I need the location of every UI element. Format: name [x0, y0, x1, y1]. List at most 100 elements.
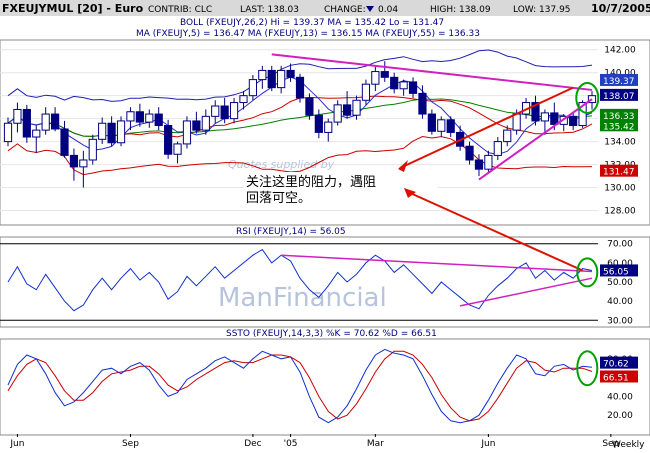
rsi-tick-label: 40.00: [607, 297, 633, 307]
rsi-series: [7, 248, 593, 312]
header-contrib: CONTRIB: CLC: [148, 5, 212, 15]
watermark-caption: Quotes supplied by: [228, 158, 335, 171]
header-low: LOW: 137.95: [513, 5, 571, 15]
candle-body: [484, 154, 493, 170]
candle-body: [427, 113, 436, 132]
candle-body: [98, 122, 107, 140]
resistance-trendline: [271, 53, 593, 91]
candle-body: [211, 105, 220, 117]
rsi-panel: [0, 236, 650, 328]
rsi-support-trendline: [459, 277, 593, 307]
candle-body: [512, 113, 521, 131]
rsi-axis: 30.00 40.00 50.00 60.00 70.00: [607, 240, 633, 327]
candle-body: [324, 121, 333, 133]
ssto-badge-bg: [600, 356, 638, 369]
ssto-tick-label: 40.00: [607, 392, 633, 402]
header-bar: [0, 0, 650, 16]
candle-body: [305, 97, 314, 116]
candle-body: [446, 119, 455, 133]
candle-body: [32, 129, 41, 138]
candle-body: [371, 71, 380, 85]
arrow-from-rsi: [407, 191, 583, 272]
candle-body: [126, 111, 135, 122]
watermark-top-text: Quotes supplied by: [228, 158, 335, 171]
period-label: Weekly: [612, 440, 645, 450]
candle-body: [333, 104, 342, 123]
rsi-line: [7, 248, 593, 312]
time-tick-label: Jun: [9, 439, 24, 449]
rsi-reference-lines: [0, 243, 598, 321]
candle-body: [503, 129, 512, 143]
rsi-badge-label: 56.05: [603, 267, 629, 277]
candle-body: [164, 125, 173, 155]
bollinger-lower-line: [7, 135, 593, 176]
candle-body: [229, 102, 239, 120]
ma-legend: MA (FXEUJY,5) = 136.47 MA (FXEUJY,13) = …: [136, 29, 480, 39]
change-down-icon: [366, 6, 374, 12]
header-date: 10/7/2005: [591, 2, 650, 15]
candle-body: [408, 81, 418, 94]
price-bars: [3, 61, 597, 188]
arrowhead-rsi: [404, 188, 416, 198]
candle-body: [578, 102, 587, 127]
candle-body: [201, 115, 210, 131]
candle-body: [540, 112, 550, 122]
candle-body: [22, 108, 31, 138]
price-tick-label: 130.00: [604, 184, 636, 194]
candle-body: [116, 120, 126, 144]
watermark-brand: ManFinancial: [218, 283, 387, 313]
rsi-trendlines: [281, 254, 593, 307]
rsi-highlight-circle: [576, 257, 599, 288]
time-tick-label: Sep: [602, 439, 619, 449]
ssto-badge-label: 70.62: [603, 360, 629, 370]
arrow-to-price: [399, 86, 574, 169]
ssto-value-badges: 70.62 66.51: [600, 356, 638, 383]
candle-body: [493, 141, 502, 156]
candle-body: [267, 69, 276, 89]
candle-body: [192, 120, 201, 131]
price-badge-bg: [600, 73, 638, 86]
candle-body: [286, 69, 295, 78]
candle-body: [295, 76, 305, 99]
support-trendline: [478, 98, 593, 181]
rsi-tick-label: 50.00: [607, 278, 633, 288]
ssto-k-line: [7, 348, 593, 424]
ssto-d-line: [7, 350, 593, 422]
rsi-tick-label: 70.00: [607, 240, 633, 250]
candle-body: [248, 79, 258, 97]
time-tick-label: Jun: [480, 439, 495, 449]
candle-body: [277, 69, 286, 89]
rsi-tick-label: 60.00: [607, 259, 633, 269]
candle-body: [569, 115, 578, 127]
ssto-tick-label: 20.00: [607, 411, 633, 421]
price-badge-bg: [600, 88, 638, 101]
price-badge-label: 135.42: [603, 122, 635, 132]
candle-body: [314, 114, 323, 133]
price-badge-bg: [600, 119, 638, 132]
ssto-title: SSTO (FXEUJY,14,3,3) %K = 70.62 %D = 66.…: [226, 329, 437, 339]
rsi-title: RSI (FXEUJY,14) = 56.05: [236, 227, 346, 237]
candle-body: [352, 99, 361, 116]
time-tick-label: Sep: [122, 439, 139, 449]
rsi-tick-label: 30.00: [607, 316, 633, 326]
rsi-resistance-trendline: [281, 254, 593, 273]
price-tick-label: 134.00: [604, 138, 636, 148]
ssto-badge-label: 66.51: [603, 373, 629, 383]
annotation-line-1: 关注这里的阻力，遇阻: [246, 174, 376, 190]
candle-body: [173, 143, 182, 155]
price-trendlines: [271, 53, 593, 181]
price-badge-label: 136.33: [603, 112, 635, 122]
candle-body: [390, 76, 399, 90]
candle-body: [107, 122, 116, 144]
time-tick-label: '05: [284, 439, 298, 449]
price-panel: [0, 39, 650, 226]
candle-body: [474, 159, 484, 170]
candle-body: [437, 119, 446, 132]
price-badge-bg: [600, 164, 638, 177]
candle-body: [41, 113, 50, 131]
time-tick-label: Dec: [244, 439, 261, 449]
candle-body: [239, 95, 248, 104]
candle-body: [550, 112, 559, 125]
